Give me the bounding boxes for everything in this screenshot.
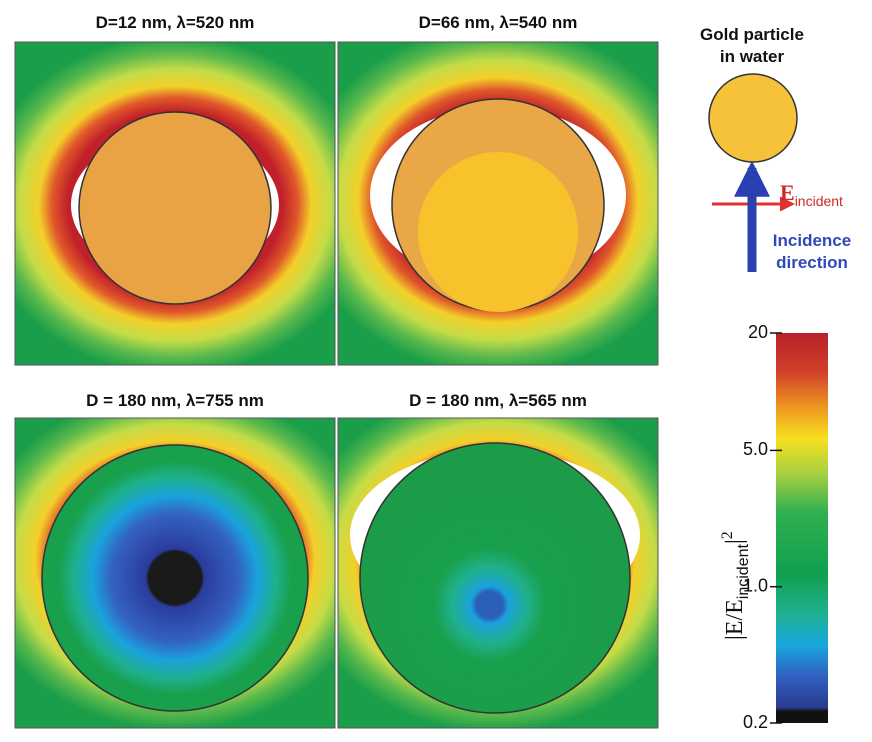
field-map: [298, 25, 698, 375]
direction-label: direction: [776, 253, 848, 272]
legend-title: in water: [720, 47, 785, 66]
field-map: [0, 390, 375, 730]
colorbar-label: |E/Eincident|2: [719, 531, 752, 640]
figure: D=12 nm, λ=520 nm D=66 nm, λ=540 nm D = …: [0, 0, 872, 742]
particle-icon: [709, 74, 797, 162]
legend-title: Gold particle: [700, 25, 804, 44]
tick-label: 5.0: [743, 439, 768, 459]
panel-title: D=12 nm, λ=520 nm: [96, 13, 255, 32]
field-map: [295, 388, 695, 732]
field-label: Eincident: [780, 180, 843, 209]
label-superscript: 2: [719, 531, 736, 539]
label-main: |E/E: [722, 599, 748, 640]
panel-title: D=66 nm, λ=540 nm: [419, 13, 578, 32]
panel-title: D = 180 nm, λ=755 nm: [86, 391, 264, 410]
field-map: [0, 35, 370, 375]
tick-label: 20: [748, 322, 768, 342]
direction-label: Incidence: [773, 231, 851, 250]
tick-label: 0.2: [743, 712, 768, 732]
field-symbol: E: [780, 180, 795, 205]
panel-title: D = 180 nm, λ=565 nm: [409, 391, 587, 410]
field-subscript: incident: [795, 193, 843, 209]
label-subscript: incident: [735, 544, 752, 600]
colorbar: [776, 333, 828, 723]
